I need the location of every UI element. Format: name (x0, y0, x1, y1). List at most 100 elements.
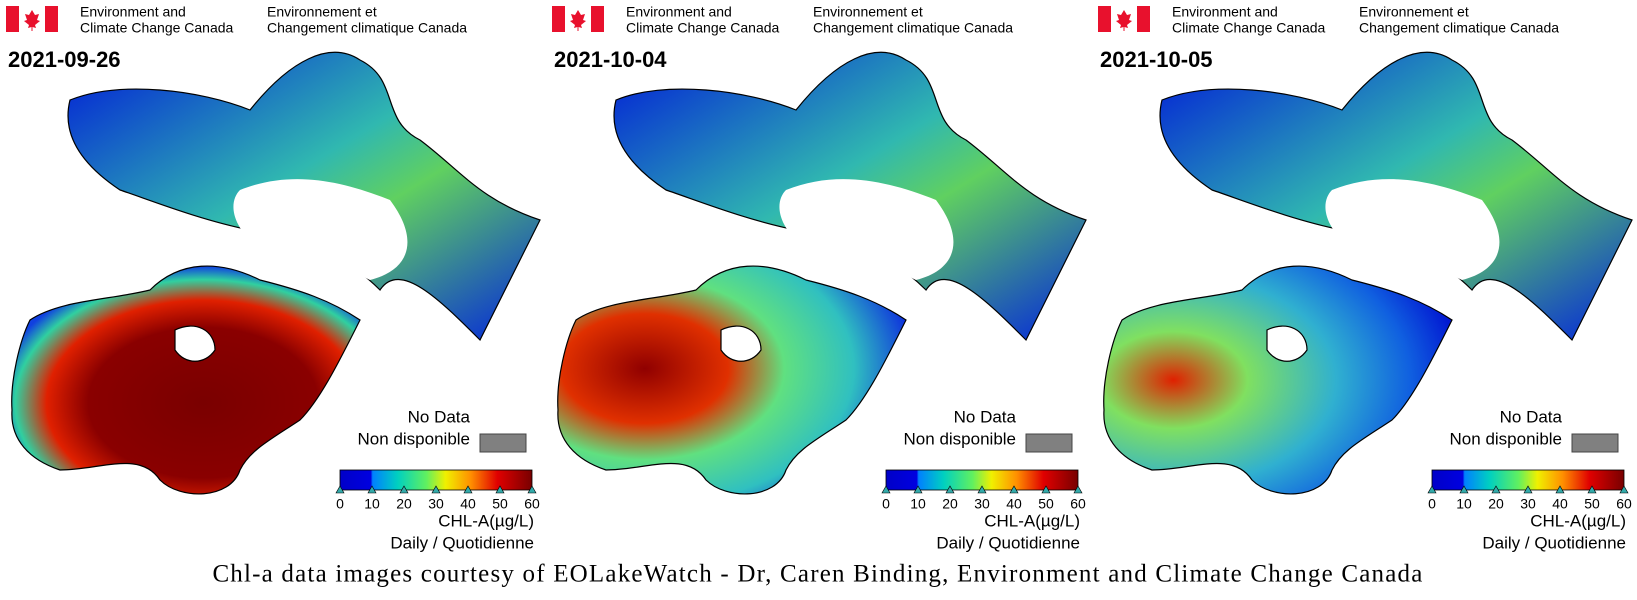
tick-marker (1523, 485, 1533, 494)
tick-marker (431, 485, 441, 494)
tick-marker (463, 485, 473, 494)
flag-right (1137, 6, 1150, 32)
tick-marker (1073, 485, 1083, 494)
unit-label: CHL-A(µg/L) (984, 511, 1080, 530)
header-en: Climate Change Canada (1172, 20, 1326, 36)
tick-label: 0 (336, 496, 344, 512)
chl-map (11, 51, 541, 495)
tick-label: 40 (460, 496, 476, 512)
tick-marker (1587, 485, 1597, 494)
tick-marker (1619, 485, 1629, 494)
maple-leaf (570, 10, 586, 31)
tick-label: 60 (524, 496, 540, 512)
tick-marker (1555, 485, 1565, 494)
island (1266, 325, 1308, 362)
flag-right (45, 6, 58, 32)
tick-marker (1427, 485, 1437, 494)
tick-marker (335, 485, 345, 494)
no-data-label: No Data (954, 407, 1017, 426)
tick-marker (1459, 485, 1469, 494)
tick-label: 60 (1070, 496, 1086, 512)
north-gap (779, 179, 954, 280)
tick-marker (527, 485, 537, 494)
tick-label: 40 (1006, 496, 1022, 512)
tick-label: 0 (882, 496, 890, 512)
maple-leaf (1116, 10, 1132, 31)
island (720, 325, 762, 362)
tick-label: 30 (1520, 496, 1536, 512)
south-lake (1103, 265, 1453, 495)
non-disponible-label: Non disponible (904, 429, 1016, 448)
tick-marker (945, 485, 955, 494)
canada-flag (552, 6, 604, 32)
no-data-swatch (1025, 433, 1073, 453)
tick-label: 60 (1616, 496, 1632, 512)
canada-flag (1098, 6, 1150, 32)
flag-right (591, 6, 604, 32)
date: 2021-09-26 (8, 47, 121, 72)
north-gap (1325, 179, 1500, 280)
tick-label: 20 (1488, 496, 1504, 512)
header-en: Climate Change Canada (626, 20, 780, 36)
south-lake (11, 265, 361, 495)
date: 2021-10-05 (1100, 47, 1213, 72)
header-fr: Environnement et (267, 4, 377, 20)
header-en: Environment and (1172, 4, 1278, 20)
tick-marker (913, 485, 923, 494)
tick-label: 0 (1428, 496, 1436, 512)
chl-map (557, 51, 1087, 495)
tick-label: 10 (1456, 496, 1472, 512)
north-gap (233, 179, 408, 280)
tick-label: 30 (428, 496, 444, 512)
tick-marker (495, 485, 505, 494)
tick-marker (1009, 485, 1019, 494)
tick-label: 50 (492, 496, 508, 512)
no-data-swatch (1571, 433, 1619, 453)
tick-marker (367, 485, 377, 494)
flag-left (1098, 6, 1111, 32)
tick-label: 10 (364, 496, 380, 512)
no-data-swatch (479, 433, 527, 453)
no-data-label: No Data (408, 407, 471, 426)
header-fr: Environnement et (813, 4, 923, 20)
period-label: Daily / Quotidienne (390, 533, 534, 552)
tick-marker (1041, 485, 1051, 494)
header-en: Climate Change Canada (80, 20, 234, 36)
flag-left (552, 6, 565, 32)
island (174, 325, 216, 362)
header-fr: Environnement et (1359, 4, 1469, 20)
south-lake (557, 265, 907, 495)
tick-label: 10 (910, 496, 926, 512)
chl-map (1103, 51, 1633, 495)
unit-label: CHL-A(µg/L) (1530, 511, 1626, 530)
tick-marker (977, 485, 987, 494)
header-fr: Changement climatique Canada (813, 20, 1013, 36)
period-label: Daily / Quotidienne (936, 533, 1080, 552)
tick-label: 20 (396, 496, 412, 512)
tick-label: 40 (1552, 496, 1568, 512)
tick-label: 20 (942, 496, 958, 512)
header-en: Environment and (80, 4, 186, 20)
period-label: Daily / Quotidienne (1482, 533, 1626, 552)
tick-marker (399, 485, 409, 494)
maple-leaf (24, 10, 40, 31)
header-fr: Changement climatique Canada (267, 20, 467, 36)
tick-label: 30 (974, 496, 990, 512)
non-disponible-label: Non disponible (1450, 429, 1562, 448)
non-disponible-label: Non disponible (358, 429, 470, 448)
tick-label: 50 (1038, 496, 1054, 512)
canada-flag (6, 6, 58, 32)
tick-marker (881, 485, 891, 494)
date: 2021-10-04 (554, 47, 667, 72)
tick-label: 50 (1584, 496, 1600, 512)
no-data-label: No Data (1500, 407, 1563, 426)
header-en: Environment and (626, 4, 732, 20)
header-fr: Changement climatique Canada (1359, 20, 1559, 36)
caption: Chl-a data images courtesy of EOLakeWatc… (212, 561, 1423, 588)
tick-marker (1491, 485, 1501, 494)
